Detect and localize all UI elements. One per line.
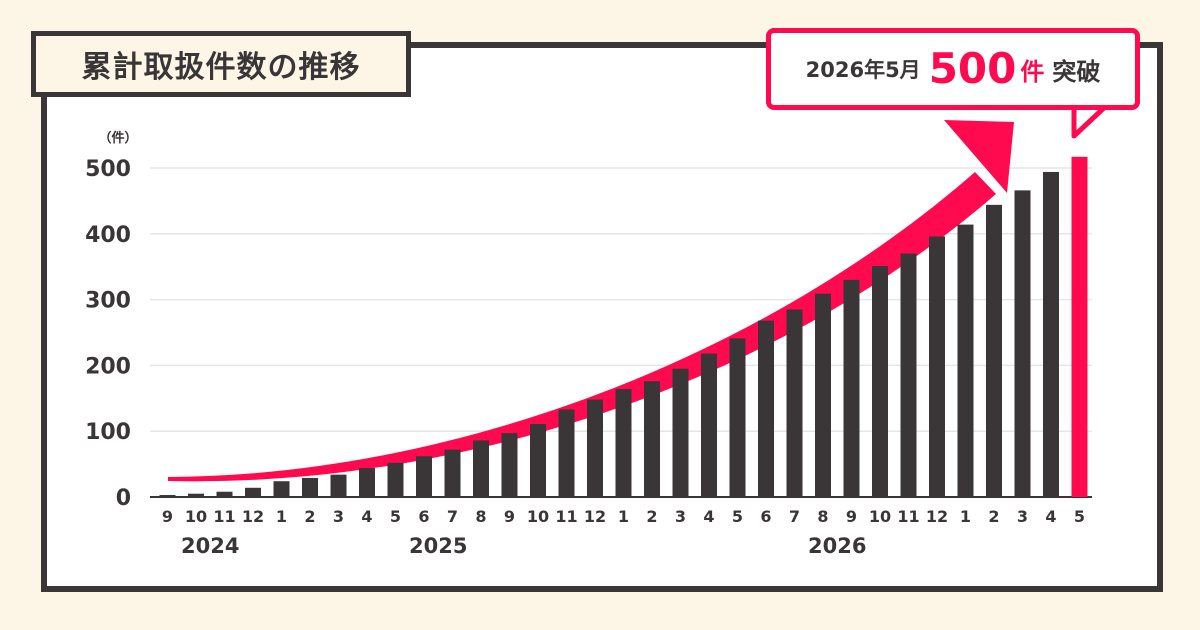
bar (216, 491, 233, 497)
x-tick-label: 5 (1074, 507, 1085, 526)
bar (501, 433, 518, 497)
bar (701, 353, 717, 497)
bar (729, 338, 746, 497)
callout-date: 2026年5月 (805, 58, 921, 82)
trend-layer (168, 120, 1014, 482)
bar (644, 381, 660, 497)
y-tick-label: 200 (85, 354, 131, 379)
bar (1043, 171, 1059, 497)
bar (387, 462, 404, 497)
bar (330, 474, 347, 497)
bar (900, 253, 917, 497)
x-tick-label: 3 (333, 507, 344, 526)
x-tick-label: 5 (390, 507, 401, 526)
bar-highlight (1071, 156, 1088, 497)
y-tick-label: 300 (85, 289, 131, 314)
bar (843, 279, 860, 497)
x-tick-label: 10 (185, 507, 207, 526)
trend-arrow-shaft (168, 172, 996, 482)
x-tick-label: 1 (276, 507, 287, 526)
x-tick-label: 8 (475, 507, 486, 526)
x-tick-label: 9 (504, 507, 515, 526)
bar-layer (159, 156, 1088, 497)
bar (815, 293, 831, 497)
callout-suffix: 突破 (1052, 57, 1101, 86)
x-tick-label: 11 (213, 507, 235, 526)
callout-value: 500 (928, 44, 1017, 93)
y-axis-label: （件） (98, 130, 137, 146)
x-tick-label: 11 (897, 507, 919, 526)
x-tick-label: 4 (361, 507, 372, 526)
x-tick-label: 8 (817, 507, 828, 526)
x-tick-label: 11 (555, 507, 577, 526)
x-tick-label: 3 (675, 507, 686, 526)
y-tick-label: 500 (85, 157, 131, 182)
year-label: 2024 (181, 534, 239, 558)
x-tick-label: 3 (1017, 507, 1028, 526)
x-tick-label: 10 (527, 507, 549, 526)
callout-tail (1071, 103, 1109, 139)
bar (530, 423, 546, 497)
bar (188, 493, 204, 497)
x-tick-label: 4 (703, 507, 714, 526)
bar (986, 204, 1002, 497)
bar (957, 224, 974, 497)
bar (872, 266, 888, 497)
x-tick-label: 2 (304, 507, 315, 526)
x-tick-label: 12 (926, 507, 948, 526)
year-label: 2026 (808, 534, 866, 558)
bar (359, 468, 375, 497)
x-tick-label: 9 (162, 507, 173, 526)
x-tick-label: 6 (418, 507, 429, 526)
bar (273, 481, 290, 497)
bar (929, 236, 945, 497)
bar (159, 495, 176, 497)
bar (615, 389, 632, 497)
callout-unit: 件 (1020, 57, 1045, 86)
x-tick-label: 2 (988, 507, 999, 526)
bar (786, 309, 803, 497)
bar (587, 399, 603, 497)
x-tick-label: 2 (646, 507, 657, 526)
bar (473, 440, 489, 497)
y-tick-label: 100 (85, 420, 131, 445)
x-tick-label: 12 (242, 507, 264, 526)
bar (1014, 190, 1031, 497)
chart-title: 累計取扱件数の推移 (31, 31, 411, 97)
y-tick-label: 400 (85, 223, 131, 248)
milestone-callout: 2026年5月 500 件 突破 (766, 28, 1140, 110)
trend-arrow-head (944, 120, 1014, 193)
bar (245, 487, 261, 497)
x-tick-label: 6 (760, 507, 771, 526)
y-tick-label: 0 (116, 486, 131, 511)
x-tick-label: 9 (846, 507, 857, 526)
year-label: 2025 (409, 534, 467, 558)
x-tick-label: 1 (618, 507, 629, 526)
bar (416, 456, 432, 497)
bar (758, 320, 774, 497)
x-tick-label: 4 (1045, 507, 1056, 526)
x-tick-label: 10 (869, 507, 891, 526)
x-tick-label: 7 (789, 507, 800, 526)
x-tick-label: 1 (960, 507, 971, 526)
bar (672, 368, 689, 497)
x-tick-label: 12 (584, 507, 606, 526)
bar (444, 449, 461, 497)
x-tick-label: 7 (447, 507, 458, 526)
bar (302, 477, 318, 497)
bar (558, 409, 575, 497)
x-tick-label: 5 (732, 507, 743, 526)
